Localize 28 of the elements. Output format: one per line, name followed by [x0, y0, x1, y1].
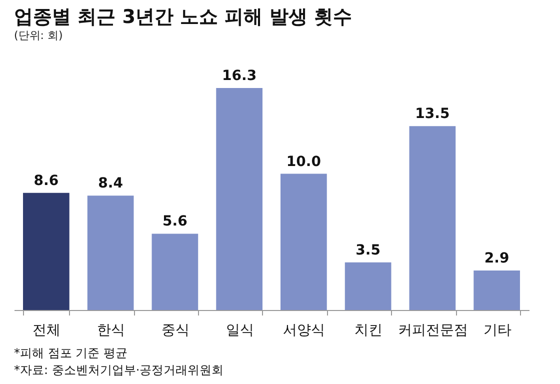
text: *피해 점포 기준 평균 — [14, 345, 128, 362]
chart-title: 업종별 최근 3년간 노쇼 피해 발생 횟수 — [14, 6, 352, 28]
x-tick-label: 한식 — [97, 322, 126, 338]
data-label: 13.5 — [415, 106, 450, 122]
bar — [152, 234, 198, 310]
bar — [409, 126, 456, 310]
bar — [280, 174, 327, 310]
bar — [87, 196, 134, 310]
text: *자료: 중소벤처기업부·공정거래위원회 — [14, 362, 225, 379]
data-label: 10.0 — [286, 154, 322, 170]
data-label: 3.5 — [356, 242, 380, 258]
data-label: 8.6 — [34, 172, 59, 189]
bar — [216, 88, 262, 310]
data-label: 8.4 — [98, 176, 124, 192]
bar — [474, 270, 520, 310]
x-tick-label: 전체 — [32, 322, 61, 338]
data-label: 2.9 — [484, 250, 510, 267]
x-tick-label: 중식 — [161, 322, 190, 338]
x-tick-label: 서양식 — [283, 322, 326, 338]
bar — [344, 262, 392, 310]
x-tick-label: 기타 — [483, 322, 512, 338]
x-tick-label: 치킨 — [354, 322, 383, 338]
data-label: 16.3 — [222, 68, 257, 84]
data-label: 5.6 — [162, 214, 188, 230]
chart-subtitle: (단위: 회) — [14, 29, 63, 42]
bar — [23, 192, 70, 310]
x-tick-label: 커피전문점 — [398, 322, 468, 338]
x-tick-label: 일식 — [226, 322, 254, 338]
